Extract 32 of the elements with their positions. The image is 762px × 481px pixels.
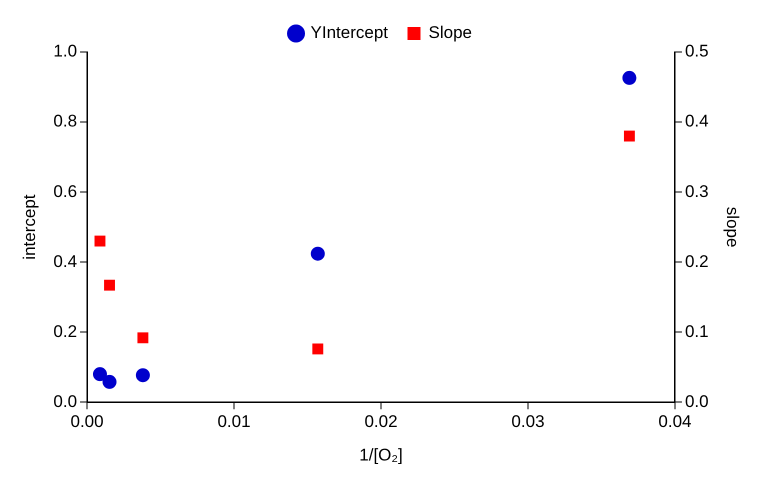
y-axis-title: intercept [20,194,39,260]
point [102,374,117,389]
y-tick-label: 0.2 [53,322,78,341]
point [92,367,107,382]
y-tick-label: 0.0 [53,392,78,411]
x-tick-label: 0.03 [511,412,545,432]
legend-label: YIntercept [310,23,388,42]
y2-axis-title: slope [723,206,742,248]
point [310,246,325,261]
x-axis-title: 1/[O₂] [359,445,403,464]
y2-tick-label: 0.4 [684,112,709,131]
y-tick-label: 0.6 [53,182,78,201]
y2-tick-label: 0.2 [684,252,709,271]
y-tick-label: 0.4 [53,252,78,271]
point [94,236,106,247]
point [312,344,324,354]
y2-tick-label: 0.3 [684,182,709,201]
y2-tick-label: 0.5 [684,42,709,61]
point [624,130,635,142]
point [622,70,636,85]
point [104,280,115,291]
y2-tick-label: 0.1 [684,322,709,341]
point [137,332,148,344]
x-tick-label: 0.00 [70,412,104,432]
x-tick-label: 0.01 [217,412,251,432]
point [136,368,150,382]
x-tick-label: 0.02 [364,412,398,432]
legend-label: Slope [428,23,472,42]
y2-tick-label: 0.0 [684,392,709,411]
y-tick-label: 1.0 [53,42,78,61]
x-tick-label: 0.04 [658,412,692,432]
y-tick-label: 0.8 [53,112,78,131]
